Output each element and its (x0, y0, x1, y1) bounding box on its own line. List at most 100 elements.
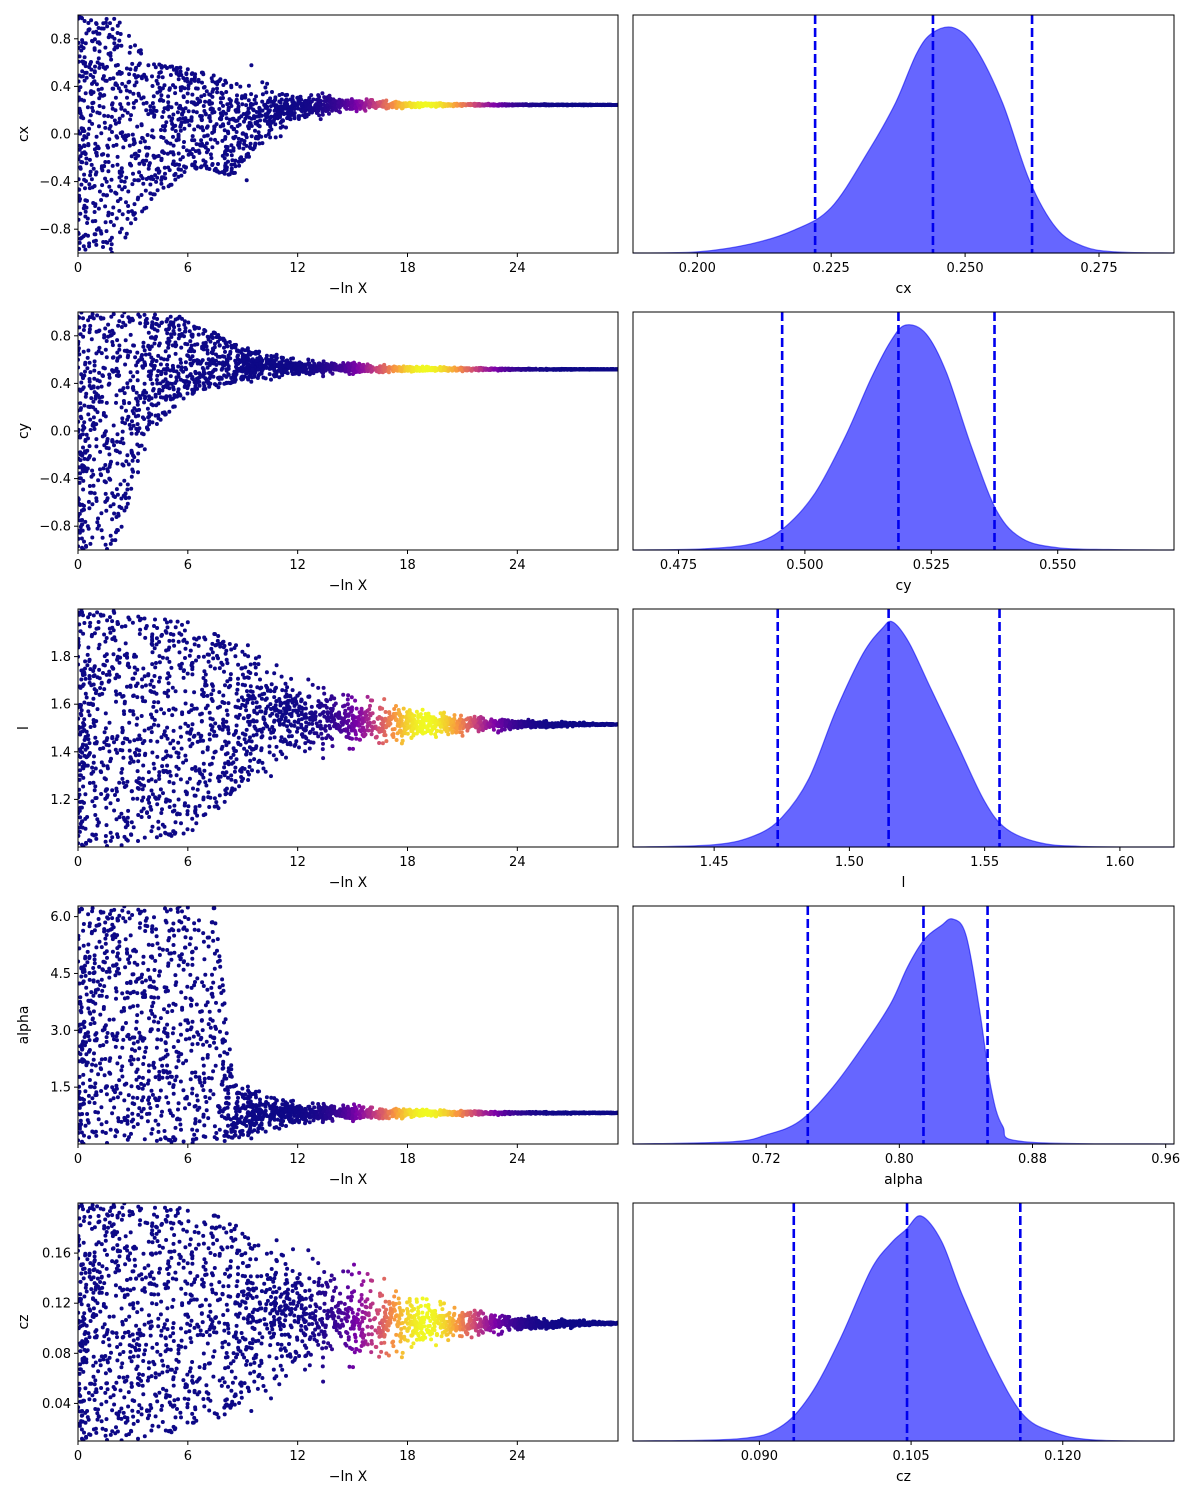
trace-cy-sample-point (193, 371, 198, 376)
trace-cy-y-tick-label: 0.0 (50, 425, 71, 440)
trace-cy-sample-point (205, 365, 210, 370)
trace-cy-sample-point (195, 358, 200, 363)
trace-cx-sample-point (213, 80, 218, 85)
trace-cx-sample-point (109, 114, 114, 119)
trace-cx-sample-point (187, 123, 192, 128)
trace-cx-sample-point (419, 103, 424, 108)
trace-cy-sample-point (79, 416, 84, 421)
posterior-cy-x-tick-label: 0.475 (660, 558, 697, 573)
trace-cy-sample-point (179, 332, 184, 336)
trace-cx-sample-point (82, 129, 87, 133)
trace-cy-sample-point (355, 366, 360, 371)
trace-cy-sample-point (190, 390, 195, 395)
trace-cy-sample-point (128, 426, 133, 431)
trace-cx-sample-point (122, 185, 127, 190)
trace-l-sample-point (211, 656, 216, 661)
trace-cx-sample-point (160, 175, 164, 180)
trace-cy-sample-point (134, 426, 139, 431)
trace-cy-sample-point (492, 367, 497, 372)
trace-cx-sample-point (93, 219, 98, 223)
trace-cx-sample-point (99, 131, 104, 136)
trace-cx-sample-point (91, 90, 96, 95)
trace-cy-sample-point (95, 526, 100, 531)
trace-cy-sample-point (154, 334, 158, 339)
trace-cy-sample-point (78, 339, 81, 344)
trace-cy-sample-point (135, 459, 140, 463)
trace-cx-sample-point (89, 162, 94, 167)
trace-cy-sample-point (149, 355, 154, 360)
trace-cx-sample-point (83, 186, 87, 191)
trace-cy-sample-point (352, 363, 357, 368)
trace-cx-sample-point (78, 85, 83, 90)
trace-l-sample-point (234, 723, 239, 728)
trace-cx-sample-point (179, 167, 183, 172)
trace-cx-sample-point (126, 209, 131, 214)
trace-cx-sample-point (194, 142, 199, 147)
trace-cx-sample-point (123, 235, 128, 240)
trace-cy-sample-point (216, 339, 220, 344)
trace-cy-sample-point (148, 372, 153, 377)
trace-cy-sample-point (155, 317, 160, 321)
trace-cy-sample-point (147, 394, 151, 399)
trace-cx-sample-point (160, 124, 165, 129)
trace-cy-sample-point (124, 408, 128, 413)
trace-cx-sample-point (320, 112, 325, 117)
trace-cx-sample-point (349, 100, 354, 105)
trace-cy-sample-point (142, 360, 147, 365)
trace-cy-sample-point (78, 388, 83, 393)
trace-cx-sample-point (161, 109, 166, 114)
trace-cx-sample-point (212, 110, 217, 115)
trace-cy-sample-point (119, 496, 124, 501)
trace-cy-sample-point (82, 420, 87, 425)
trace-cx-sample-point (272, 108, 277, 113)
trace-cx-sample-point (78, 59, 81, 64)
trace-cx-sample-point (210, 145, 215, 150)
trace-cx-sample-point (217, 107, 222, 111)
trace-cy-sample-point (527, 366, 531, 371)
trace-cx-sample-point (80, 38, 85, 43)
trace-cx-sample-point (93, 64, 97, 69)
trace-cx-sample-point (384, 106, 389, 111)
trace-cy-sample-point (343, 366, 348, 371)
trace-cx-sample-point (257, 124, 262, 129)
trace-cx-sample-point (103, 204, 108, 209)
trace-cx-sample-point (257, 111, 262, 116)
trace-cx-sample-point (184, 148, 189, 153)
trace-cx-sample-point (266, 109, 271, 114)
trace-cy-sample-point (80, 432, 85, 437)
trace-cx-sample-point (226, 121, 231, 126)
trace-cx-sample-point (192, 101, 197, 106)
trace-cx-sample-point (199, 117, 204, 122)
trace-cy-sample-point (115, 492, 120, 497)
trace-cx-sample-point (216, 162, 220, 166)
trace-cx-sample-point (106, 160, 111, 164)
trace-cx-sample-point (144, 153, 149, 158)
trace-cx-sample-point (83, 41, 88, 46)
trace-cx-sample-point (292, 111, 297, 115)
trace-cy-sample-point (241, 358, 246, 362)
trace-cx-sample-point (108, 21, 112, 26)
trace-cx-sample-point (123, 84, 128, 89)
trace-cx-sample-point (467, 102, 472, 107)
trace-cx-sample-point (113, 82, 118, 87)
trace-cx-sample-point (230, 158, 235, 163)
trace-cy-sample-point (357, 361, 362, 366)
trace-cy-sample-point (88, 490, 93, 495)
trace-cx-sample-point (168, 73, 173, 77)
trace-cy-sample-point (83, 519, 88, 524)
trace-cx-sample-point (130, 132, 135, 137)
trace-cx-sample-point (120, 212, 125, 217)
trace-cx-sample-point (79, 235, 84, 240)
trace-cx-sample-point (199, 138, 204, 143)
trace-cy-sample-point (244, 368, 249, 373)
trace-cy-sample-point (78, 365, 81, 370)
trace-cx-sample-point (248, 146, 253, 151)
trace-cy-sample-point (208, 339, 213, 344)
trace-cx-sample-point (565, 102, 570, 107)
trace-cx-sample-point (208, 152, 213, 157)
trace-cy-sample-point (169, 381, 174, 386)
trace-cx-sample-point (120, 134, 125, 139)
trace-cy-sample-point (222, 381, 227, 386)
trace-cy-sample-point (346, 368, 351, 373)
trace-cy-sample-point (161, 395, 165, 400)
